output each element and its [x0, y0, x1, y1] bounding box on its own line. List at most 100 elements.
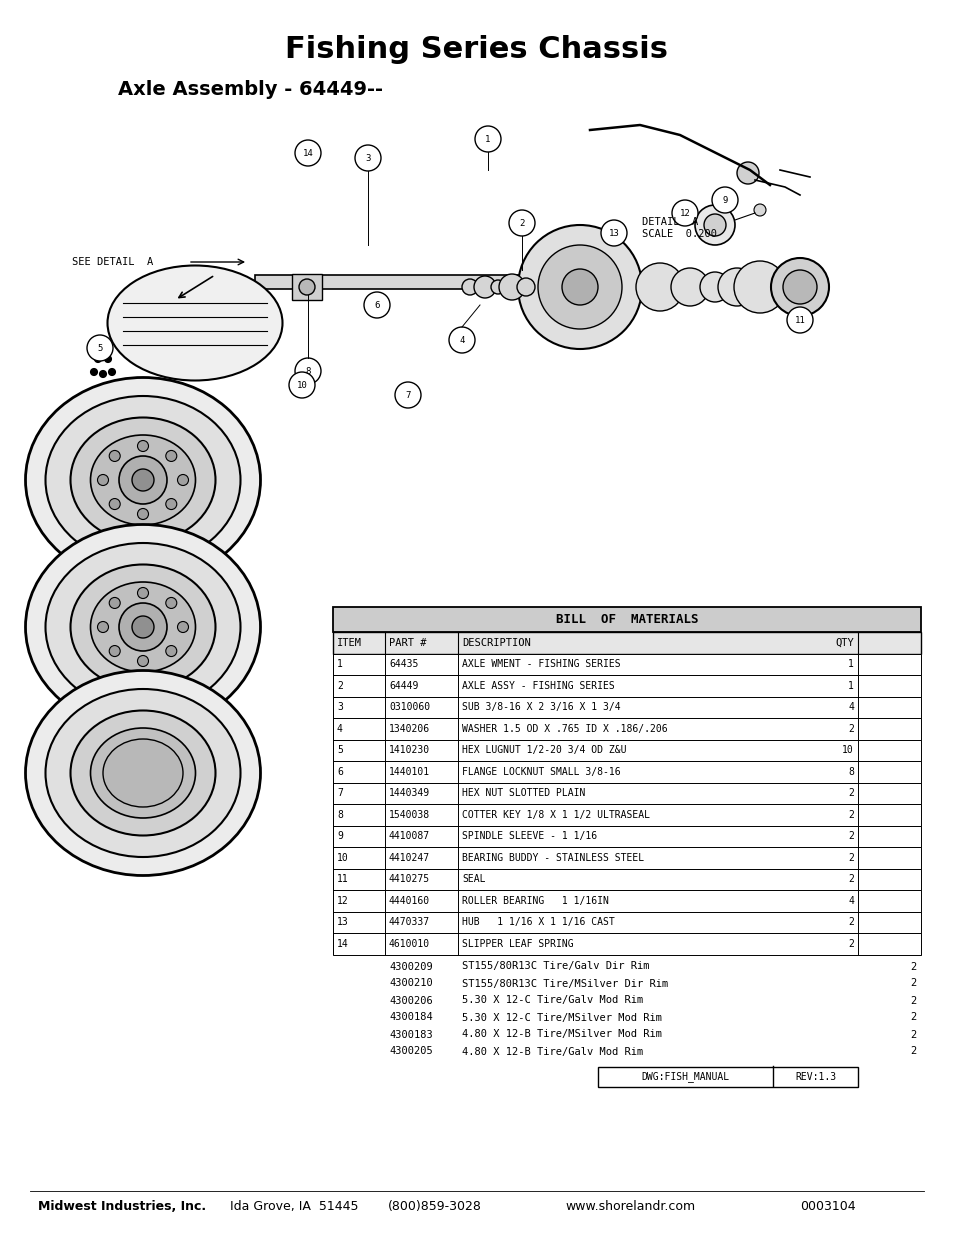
Text: 2: 2 [910, 995, 916, 1005]
Text: AXLE ASSY - FISHING SERIES: AXLE ASSY - FISHING SERIES [461, 680, 614, 690]
Circle shape [636, 263, 683, 311]
Text: 4300184: 4300184 [389, 1013, 433, 1023]
Text: 7: 7 [336, 788, 342, 798]
Text: 7: 7 [405, 390, 410, 399]
Text: 2: 2 [910, 1013, 916, 1023]
Bar [333, 653, 920, 676]
Text: 1: 1 [485, 135, 490, 143]
Text: 5.30 X 12-C Tire/Galv Mod Rim: 5.30 X 12-C Tire/Galv Mod Rim [461, 995, 642, 1005]
Text: DESCRIPTION: DESCRIPTION [461, 637, 530, 647]
Text: 2: 2 [910, 962, 916, 972]
Text: 2: 2 [847, 852, 853, 863]
Bar [254, 275, 604, 289]
Text: 1: 1 [336, 659, 342, 669]
Bar [333, 783, 920, 804]
Text: SEE DETAIL  A: SEE DETAIL A [71, 257, 153, 267]
Text: AXLE WMENT - FISHING SERIES: AXLE WMENT - FISHING SERIES [461, 659, 620, 669]
Bar [333, 932, 920, 955]
Text: COTTER KEY 1/8 X 1 1/2 ULTRASEAL: COTTER KEY 1/8 X 1 1/2 ULTRASEAL [461, 810, 649, 820]
Text: FLANGE LOCKNUT SMALL 3/8-16: FLANGE LOCKNUT SMALL 3/8-16 [461, 767, 620, 777]
Text: 3: 3 [365, 153, 371, 163]
Bar [333, 847, 920, 868]
Text: 2: 2 [847, 831, 853, 841]
Circle shape [700, 272, 729, 303]
Ellipse shape [71, 564, 215, 689]
Circle shape [509, 210, 535, 236]
Circle shape [461, 279, 477, 295]
Ellipse shape [71, 710, 215, 836]
Text: www.shorelandr.com: www.shorelandr.com [564, 1200, 695, 1214]
Text: ITEM: ITEM [336, 637, 361, 647]
Circle shape [132, 616, 153, 638]
Ellipse shape [26, 671, 260, 876]
Ellipse shape [46, 543, 240, 711]
Circle shape [770, 258, 828, 316]
Ellipse shape [26, 378, 260, 583]
Text: HEX LUGNUT 1/2-20 3/4 OD Z&U: HEX LUGNUT 1/2-20 3/4 OD Z&U [461, 745, 626, 756]
Text: 2: 2 [910, 978, 916, 988]
Circle shape [137, 656, 149, 667]
Circle shape [109, 499, 120, 510]
Text: 2: 2 [847, 918, 853, 927]
Circle shape [105, 356, 112, 363]
Text: 4410087: 4410087 [389, 831, 430, 841]
Circle shape [703, 214, 725, 236]
Circle shape [695, 205, 734, 245]
Text: 64435: 64435 [389, 659, 418, 669]
Text: ST155/80R13C Tire/Galv Dir Rim: ST155/80R13C Tire/Galv Dir Rim [461, 962, 649, 972]
Text: SEAL: SEAL [461, 874, 485, 884]
Bar [333, 868, 920, 890]
Text: 1440349: 1440349 [389, 788, 430, 798]
Text: 5: 5 [336, 745, 342, 756]
Text: 1440101: 1440101 [389, 767, 430, 777]
Circle shape [166, 598, 176, 609]
Circle shape [97, 474, 109, 485]
Ellipse shape [26, 525, 260, 730]
Circle shape [364, 291, 390, 317]
Circle shape [298, 279, 314, 295]
Text: 4: 4 [847, 895, 853, 905]
Circle shape [177, 474, 189, 485]
Text: BEARING BUDDY - STAINLESS STEEL: BEARING BUDDY - STAINLESS STEEL [461, 852, 643, 863]
Circle shape [733, 261, 785, 312]
Text: 4.80 X 12-B Tire/MSilver Mod Rim: 4.80 X 12-B Tire/MSilver Mod Rim [461, 1030, 661, 1040]
Text: 4300183: 4300183 [389, 1030, 433, 1040]
Circle shape [109, 368, 115, 375]
Text: 2: 2 [847, 939, 853, 948]
Text: 4410275: 4410275 [389, 874, 430, 884]
Circle shape [753, 204, 765, 216]
Circle shape [137, 509, 149, 520]
Text: 11: 11 [336, 874, 349, 884]
Bar [333, 606, 920, 632]
Circle shape [491, 280, 504, 294]
Text: ST155/80R13C Tire/MSilver Dir Rim: ST155/80R13C Tire/MSilver Dir Rim [461, 978, 667, 988]
Text: QTY: QTY [835, 637, 853, 647]
Circle shape [449, 327, 475, 353]
Text: 4: 4 [847, 703, 853, 713]
Circle shape [87, 335, 112, 361]
Text: 2: 2 [336, 680, 342, 690]
Circle shape [600, 220, 626, 246]
Ellipse shape [71, 417, 215, 542]
Circle shape [786, 308, 812, 333]
Text: 4610010: 4610010 [389, 939, 430, 948]
Circle shape [109, 451, 120, 462]
Text: 0003104: 0003104 [800, 1200, 855, 1214]
Text: 5.30 X 12-C Tire/MSilver Mod Rim: 5.30 X 12-C Tire/MSilver Mod Rim [461, 1013, 661, 1023]
Text: SUB 3/8-16 X 2 3/16 X 1 3/4: SUB 3/8-16 X 2 3/16 X 1 3/4 [461, 703, 620, 713]
Circle shape [561, 269, 598, 305]
Text: 13: 13 [336, 918, 349, 927]
Circle shape [537, 245, 621, 329]
Text: 10: 10 [841, 745, 853, 756]
Bar [333, 676, 920, 697]
Bar [292, 274, 322, 300]
Circle shape [166, 499, 176, 510]
Bar [333, 911, 920, 932]
Circle shape [132, 762, 153, 784]
Text: SPINDLE SLEEVE - 1 1/16: SPINDLE SLEEVE - 1 1/16 [461, 831, 597, 841]
Text: 1340206: 1340206 [389, 724, 430, 734]
Circle shape [737, 162, 759, 184]
Ellipse shape [103, 739, 183, 806]
Text: 2: 2 [910, 1046, 916, 1056]
Text: 2: 2 [847, 724, 853, 734]
